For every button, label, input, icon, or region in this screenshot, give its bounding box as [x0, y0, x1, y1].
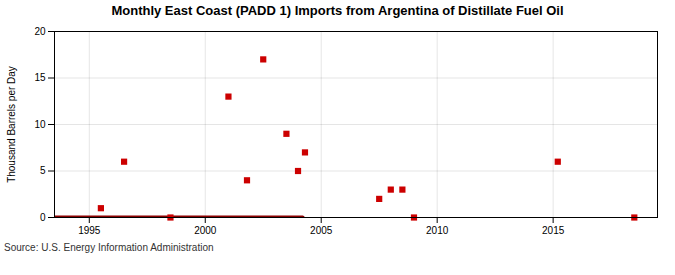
svg-text:Thousand Barrels per Day: Thousand Barrels per Day: [6, 66, 17, 183]
svg-text:1995: 1995: [78, 225, 101, 236]
svg-text:5: 5: [40, 165, 46, 176]
svg-text:2005: 2005: [310, 225, 333, 236]
svg-text:2015: 2015: [542, 225, 565, 236]
svg-text:15: 15: [34, 72, 46, 83]
html-text:Monthly East Coast (PADD 1) Im: Monthly East Coast (PADD 1) Imports from…: [111, 3, 564, 18]
svg-text:20: 20: [34, 26, 46, 37]
svg-text:0: 0: [40, 212, 46, 223]
svg-text:2010: 2010: [426, 225, 449, 236]
svg-text:2000: 2000: [194, 225, 217, 236]
html-text:Source: U.S. Energy Informatio: Source: U.S. Energy Information Administ…: [4, 242, 214, 253]
svg-text:10: 10: [34, 119, 46, 130]
